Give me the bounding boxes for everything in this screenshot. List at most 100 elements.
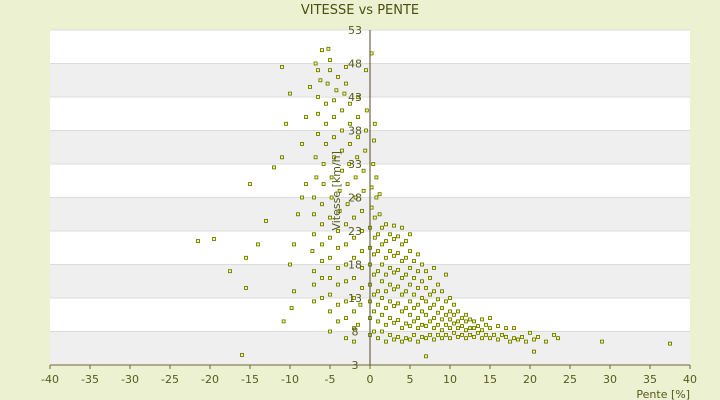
scatter-point bbox=[404, 336, 408, 341]
scatter-point bbox=[336, 282, 340, 287]
scatter-point bbox=[420, 309, 424, 314]
scatter-point bbox=[404, 321, 408, 326]
scatter-point bbox=[348, 141, 352, 146]
scatter-point bbox=[336, 302, 340, 307]
scatter-point bbox=[504, 326, 508, 331]
scatter-point bbox=[292, 242, 296, 247]
scatter-point bbox=[244, 285, 248, 290]
scatter-point bbox=[344, 65, 348, 69]
scatter-point bbox=[496, 324, 500, 329]
scatter-point bbox=[358, 302, 363, 307]
y-tick-label: 23 bbox=[348, 225, 362, 238]
scatter-point bbox=[444, 312, 448, 317]
y-tick-label: 53 bbox=[348, 24, 362, 37]
scatter-point bbox=[312, 299, 316, 304]
scatter-point bbox=[444, 299, 448, 304]
scatter-point bbox=[532, 337, 536, 342]
scatter-point bbox=[432, 337, 436, 342]
scatter-point bbox=[376, 249, 380, 254]
scatter-point bbox=[460, 324, 464, 329]
scatter-point bbox=[412, 319, 416, 324]
scatter-point bbox=[336, 245, 340, 250]
scatter-point bbox=[380, 296, 384, 300]
scatter-point bbox=[376, 232, 380, 237]
scatter-point bbox=[353, 175, 358, 180]
scatter-point bbox=[326, 46, 331, 51]
scatter-point bbox=[432, 326, 436, 331]
scatter-point bbox=[360, 285, 364, 290]
scatter-point bbox=[360, 229, 364, 233]
y-tick-label: 3 bbox=[352, 359, 359, 372]
scatter-point bbox=[440, 289, 444, 294]
scatter-point bbox=[240, 352, 244, 357]
scatter-point bbox=[668, 341, 672, 346]
scatter-point bbox=[352, 296, 356, 300]
scatter-point bbox=[371, 162, 376, 166]
scatter-point bbox=[424, 269, 428, 274]
scatter-point bbox=[408, 265, 412, 270]
scatter-point bbox=[336, 75, 340, 79]
scatter-point bbox=[329, 195, 334, 200]
scatter-point bbox=[340, 128, 344, 133]
scatter-point bbox=[352, 235, 356, 240]
scatter-point bbox=[369, 185, 374, 190]
scatter-point bbox=[312, 212, 316, 217]
scatter-point bbox=[313, 155, 318, 160]
scatter-point bbox=[328, 255, 332, 260]
scatter-point bbox=[364, 108, 369, 113]
scatter-point bbox=[524, 339, 528, 344]
scatter-point bbox=[488, 316, 492, 321]
scatter-point bbox=[356, 115, 360, 119]
scatter-point bbox=[424, 336, 428, 341]
scatter-point bbox=[412, 332, 416, 337]
scatter-point bbox=[428, 292, 432, 297]
y-tick-label: 48 bbox=[348, 58, 362, 71]
scatter-point bbox=[456, 319, 460, 324]
scatter-point bbox=[325, 81, 330, 86]
scatter-point bbox=[352, 326, 356, 331]
scatter-point bbox=[412, 275, 416, 280]
y-tick-label: 38 bbox=[348, 125, 362, 138]
scatter-point bbox=[328, 58, 332, 62]
x-tick-label: 15 bbox=[483, 373, 497, 386]
scatter-point bbox=[436, 297, 440, 302]
scatter-point bbox=[424, 354, 428, 359]
scatter-point bbox=[300, 195, 304, 200]
scatter-point bbox=[360, 249, 364, 254]
scatter-point bbox=[388, 249, 392, 254]
scatter-point bbox=[416, 269, 420, 274]
scatter-point bbox=[408, 299, 412, 304]
scatter-point bbox=[472, 319, 476, 324]
scatter-point bbox=[328, 235, 332, 240]
scatter-point bbox=[320, 275, 324, 280]
scatter-point bbox=[504, 334, 508, 339]
scatter-point bbox=[448, 317, 452, 322]
scatter-point bbox=[324, 121, 328, 126]
scatter-point bbox=[340, 108, 344, 113]
scatter-point bbox=[196, 239, 200, 244]
scatter-point bbox=[320, 242, 324, 247]
scatter-point bbox=[420, 279, 424, 284]
scatter-point bbox=[337, 188, 342, 193]
scatter-point bbox=[512, 336, 516, 341]
x-tick-label: 0 bbox=[367, 373, 374, 386]
scatter-point bbox=[556, 336, 560, 341]
scatter-point bbox=[416, 252, 420, 257]
scatter-point bbox=[344, 242, 348, 247]
scatter-point bbox=[532, 349, 536, 354]
scatter-point bbox=[364, 128, 368, 133]
scatter-point bbox=[444, 332, 448, 337]
scatter-point bbox=[356, 135, 360, 140]
scatter-point bbox=[310, 249, 315, 254]
scatter-point bbox=[380, 225, 384, 230]
x-tick-label: 5 bbox=[407, 373, 414, 386]
scatter-point bbox=[496, 337, 500, 342]
scatter-point bbox=[396, 251, 400, 256]
scatter-point bbox=[432, 302, 436, 307]
scatter-point bbox=[344, 222, 348, 227]
scatter-point bbox=[372, 121, 377, 126]
scatter-point bbox=[404, 289, 408, 294]
scatter-point bbox=[404, 306, 408, 311]
scatter-point bbox=[336, 265, 340, 270]
